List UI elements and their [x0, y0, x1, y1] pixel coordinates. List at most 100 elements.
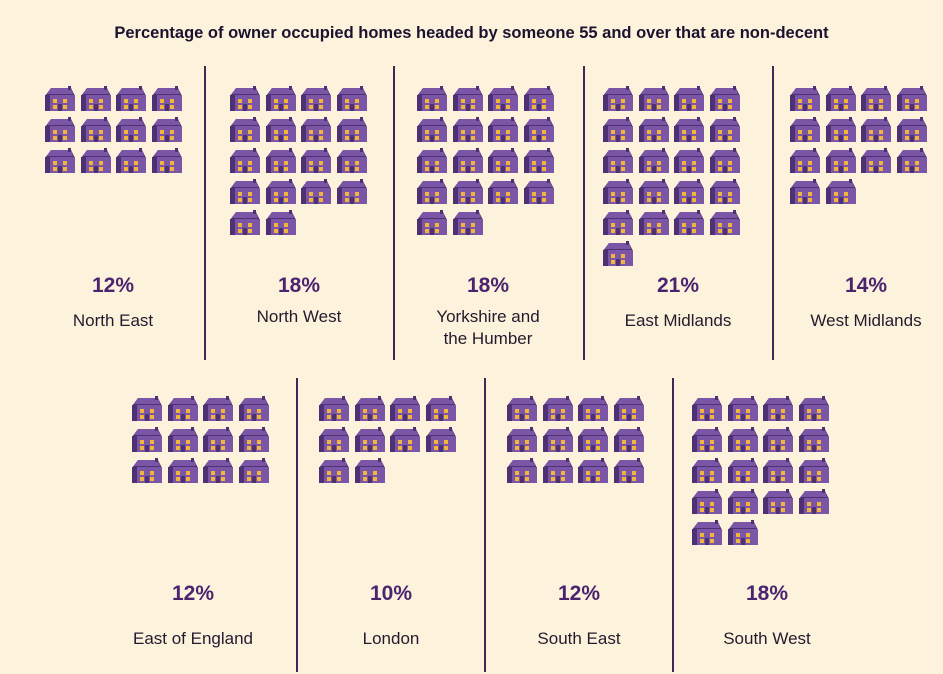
house-icon: [151, 117, 183, 148]
house-icon: [577, 427, 609, 458]
house-icon: [602, 148, 634, 179]
house-icon: [487, 179, 519, 210]
house-icon: [416, 148, 448, 179]
house-icon: [673, 179, 705, 210]
house-icon: [523, 148, 555, 179]
house-icon: [762, 489, 794, 520]
house-icon: [202, 396, 234, 427]
region-percentage: 14%: [844, 274, 888, 297]
house-icon: [860, 86, 892, 117]
house-icon: [336, 86, 368, 117]
region-percentage: 12%: [91, 274, 135, 297]
house-icon: [167, 396, 199, 427]
house-icon: [762, 396, 794, 427]
house-icon: [709, 179, 741, 210]
house-icon: [825, 86, 857, 117]
house-icon: [825, 117, 857, 148]
house-icon: [416, 210, 448, 241]
house-icon: [80, 117, 112, 148]
region-percentage: 18%: [277, 274, 321, 297]
house-icon: [727, 520, 759, 551]
house-icon: [638, 179, 670, 210]
panel-divider: [204, 66, 206, 360]
house-icon: [265, 86, 297, 117]
house-icon: [131, 427, 163, 458]
house-icon: [167, 458, 199, 489]
house-icon: [336, 179, 368, 210]
house-icon: [860, 148, 892, 179]
house-icon: [131, 458, 163, 489]
region-percentage: 18%: [745, 582, 789, 605]
house-icon: [202, 458, 234, 489]
house-icon: [318, 427, 350, 458]
region-name: East Midlands: [624, 311, 732, 330]
house-icon: [416, 117, 448, 148]
house-icon: [151, 148, 183, 179]
region-name: South East: [537, 629, 621, 648]
house-icon: [825, 148, 857, 179]
house-icon: [354, 458, 386, 489]
house-icon: [638, 86, 670, 117]
house-icon: [896, 86, 928, 117]
house-icon: [229, 179, 261, 210]
house-icon: [860, 117, 892, 148]
house-icon: [506, 427, 538, 458]
house-icon: [506, 396, 538, 427]
house-icon: [798, 489, 830, 520]
region-name: South West: [723, 629, 811, 648]
house-icon: [115, 117, 147, 148]
house-icon: [336, 117, 368, 148]
house-icon: [673, 117, 705, 148]
house-icon: [151, 86, 183, 117]
house-icon: [673, 86, 705, 117]
house-icon: [452, 117, 484, 148]
house-icon: [577, 396, 609, 427]
region-percentage: 12%: [557, 582, 601, 605]
house-icon: [452, 179, 484, 210]
chart-title: Percentage of owner occupied homes heade…: [114, 24, 829, 42]
house-icon: [300, 148, 332, 179]
house-icon: [727, 489, 759, 520]
house-icon: [229, 86, 261, 117]
house-icon: [416, 86, 448, 117]
house-icon: [318, 396, 350, 427]
house-icon: [613, 427, 645, 458]
panel-divider: [393, 66, 395, 360]
region-name: East of England: [132, 629, 254, 648]
house-icon: [238, 458, 270, 489]
house-icon: [238, 396, 270, 427]
region-percentage: 21%: [656, 274, 700, 297]
house-icon: [673, 210, 705, 241]
house-icon: [265, 117, 297, 148]
house-icon: [44, 117, 76, 148]
region-percentage: 18%: [466, 274, 510, 297]
house-icon: [577, 458, 609, 489]
house-icon: [452, 210, 484, 241]
house-icon: [638, 148, 670, 179]
house-icon: [542, 396, 574, 427]
house-icon: [798, 427, 830, 458]
house-icon: [300, 86, 332, 117]
house-icon: [425, 427, 457, 458]
house-icon: [762, 427, 794, 458]
house-icon: [602, 179, 634, 210]
house-icon: [691, 520, 723, 551]
house-icon: [896, 148, 928, 179]
house-icon: [238, 427, 270, 458]
region-name: Yorkshire and the Humber: [436, 307, 540, 348]
house-icon: [229, 210, 261, 241]
house-icon: [709, 86, 741, 117]
house-icon: [487, 86, 519, 117]
region-percentage: 12%: [171, 582, 215, 605]
house-icon: [318, 458, 350, 489]
house-icon: [523, 117, 555, 148]
house-icon: [638, 210, 670, 241]
house-icon: [673, 148, 705, 179]
house-icon: [44, 148, 76, 179]
house-icon: [336, 148, 368, 179]
house-icon: [300, 117, 332, 148]
region-name: West Midlands: [810, 311, 922, 330]
house-icon: [691, 427, 723, 458]
house-icon: [416, 179, 448, 210]
house-icon: [896, 117, 928, 148]
